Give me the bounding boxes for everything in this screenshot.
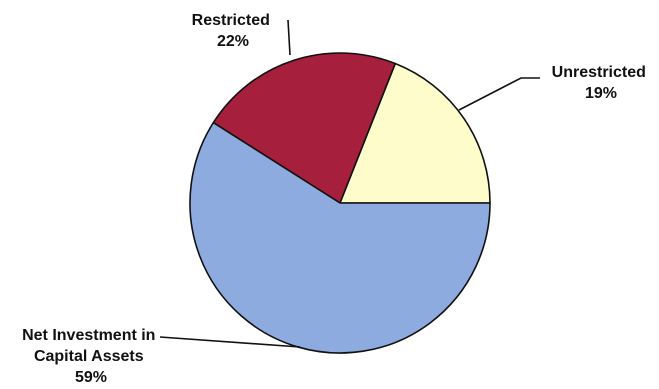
pie-slice-restricted <box>212 52 397 204</box>
slice-label-net-investment: Net Investment in Capital Assets 59% <box>22 327 160 386</box>
leader-line-restricted <box>287 19 291 56</box>
slice-label-restricted: Restricted 22% <box>192 12 275 50</box>
leader-lines <box>159 19 540 348</box>
pie-slices <box>189 52 491 354</box>
leader-line-net-investment <box>159 336 301 348</box>
pie-slice-unrestricted <box>339 62 491 204</box>
leader-line-unrestricted <box>458 77 540 111</box>
slice-label-unrestricted: Unrestricted 19% <box>552 64 651 102</box>
